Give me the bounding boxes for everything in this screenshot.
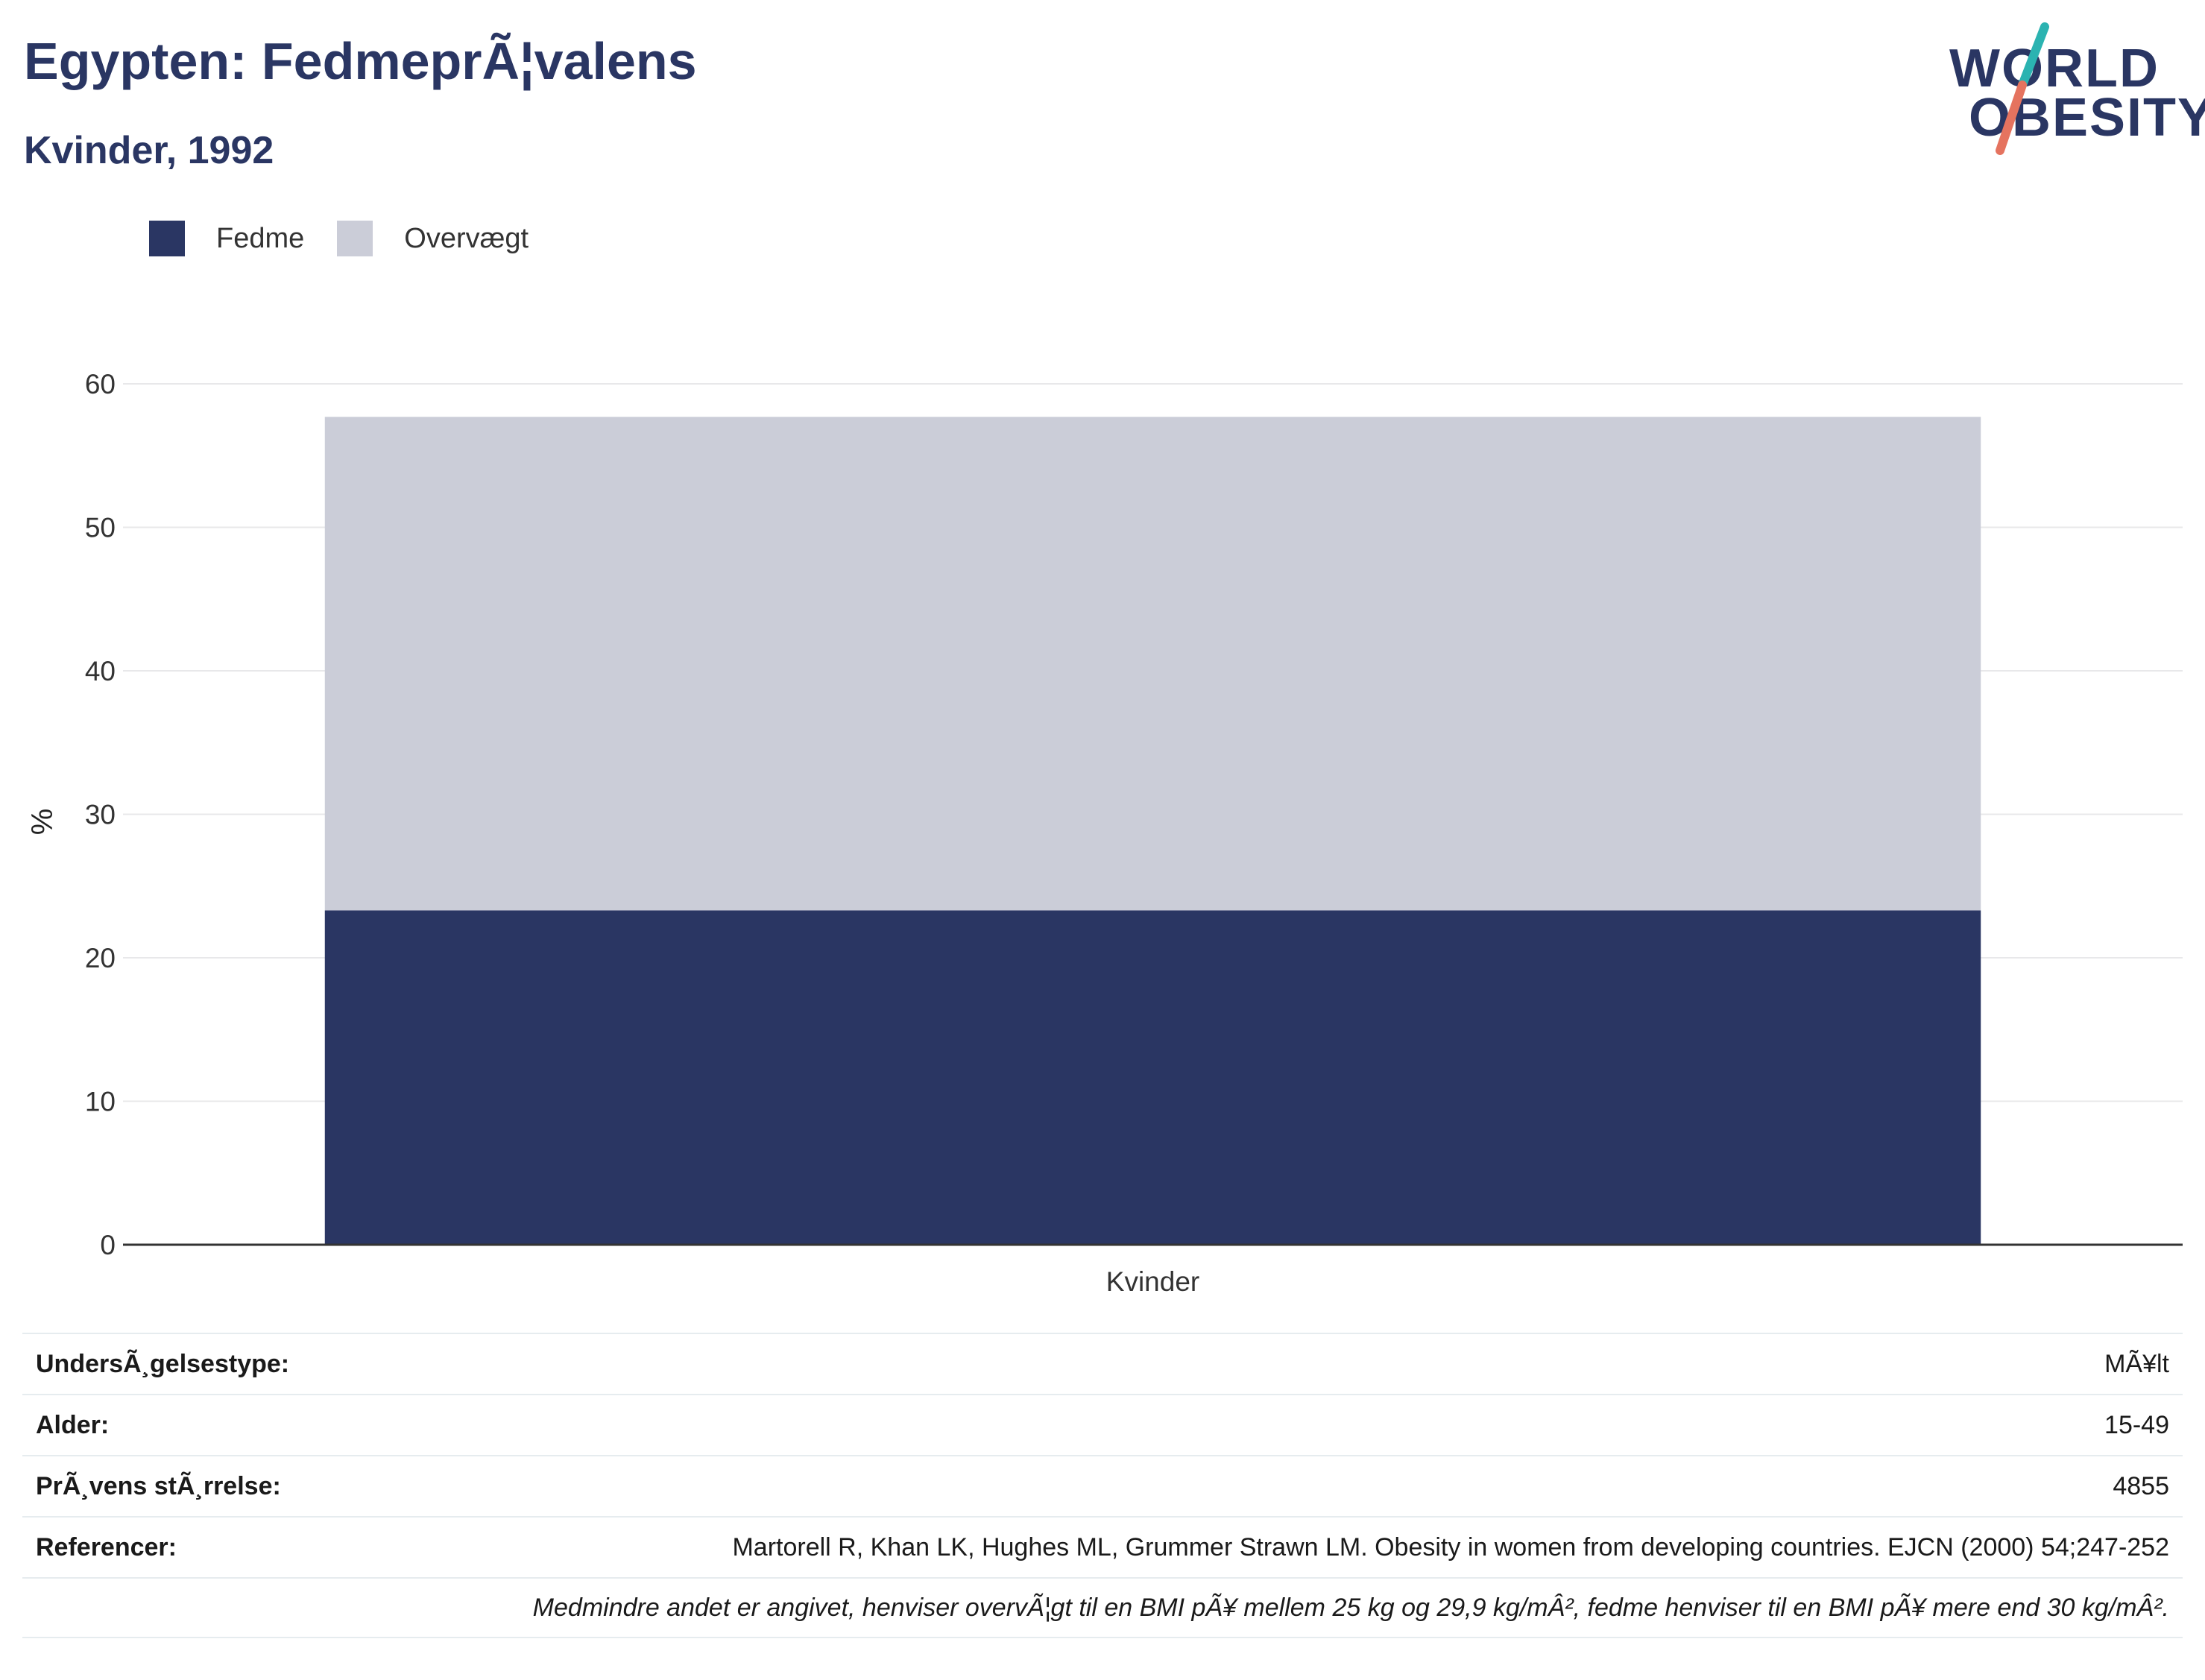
info-label: UndersÃ¸gelsestype: bbox=[36, 1349, 290, 1378]
chart-bars bbox=[324, 417, 1981, 1245]
survey-info-table: UndersÃ¸gelsestype: MÃ¥lt Alder: 15-49 P… bbox=[22, 1333, 2183, 1638]
legend-swatch-fedme bbox=[149, 221, 185, 256]
legend-label-fedme: Fedme bbox=[216, 222, 305, 254]
legend-item-fedme[interactable]: Fedme bbox=[149, 221, 304, 256]
legend-item-overvaegt[interactable]: Overvægt bbox=[337, 221, 529, 256]
info-row-sample-size: PrÃ¸vens stÃ¸rrelse: 4855 bbox=[22, 1455, 2183, 1516]
chart-legend: Fedme Overvægt bbox=[149, 221, 561, 256]
logo-slash-icon bbox=[1996, 22, 2049, 155]
info-value: 15-49 bbox=[2104, 1410, 2169, 1439]
x-tick-label: Kvinder bbox=[1106, 1266, 1199, 1297]
legend-swatch-overvaegt bbox=[337, 221, 373, 256]
y-tick-label: 60 bbox=[85, 369, 116, 400]
bar-segment-overvaegt[interactable] bbox=[324, 417, 1981, 911]
y-tick-label: 20 bbox=[85, 943, 116, 973]
y-axis-title: % bbox=[26, 809, 59, 836]
page-subtitle: Kvinder, 1992 bbox=[24, 129, 274, 172]
info-label: Alder: bbox=[36, 1410, 110, 1439]
info-row-age: Alder: 15-49 bbox=[22, 1394, 2183, 1455]
y-axis-ticks: 0 10 20 30 40 50 60 bbox=[85, 369, 116, 1260]
page-title: Egypten: FedmeprÃ¦valens bbox=[24, 32, 697, 90]
definition-note: Medmindre andet er angivet, henviser ove… bbox=[22, 1577, 2183, 1638]
info-label: PrÃ¸vens stÃ¸rrelse: bbox=[36, 1471, 281, 1500]
world-obesity-logo: WORLD OBESITY bbox=[1949, 22, 2205, 157]
y-tick-label: 40 bbox=[85, 656, 116, 686]
y-tick-label: 10 bbox=[85, 1087, 116, 1117]
legend-label-overvaegt: Overvægt bbox=[404, 222, 529, 254]
info-row-references: Referencer: Martorell R, Khan LK, Hughes… bbox=[22, 1516, 2183, 1577]
y-tick-label: 50 bbox=[85, 513, 116, 543]
info-value: MÃ¥lt bbox=[2104, 1349, 2169, 1378]
bar-chart: 0 10 20 30 40 50 60 Kvinder % bbox=[26, 369, 2183, 1297]
bar-segment-fedme[interactable] bbox=[324, 910, 1981, 1245]
x-axis-ticks: Kvinder bbox=[1106, 1266, 1199, 1297]
y-tick-label: 30 bbox=[85, 800, 116, 830]
logo-line-1: WORLD bbox=[1949, 39, 2160, 98]
info-label: Referencer: bbox=[36, 1532, 177, 1561]
info-value: 4855 bbox=[2113, 1471, 2169, 1500]
y-tick-label: 0 bbox=[100, 1230, 116, 1260]
info-row-survey-type: UndersÃ¸gelsestype: MÃ¥lt bbox=[22, 1333, 2183, 1394]
info-value: Martorell R, Khan LK, Hughes ML, Grummer… bbox=[732, 1532, 2169, 1561]
